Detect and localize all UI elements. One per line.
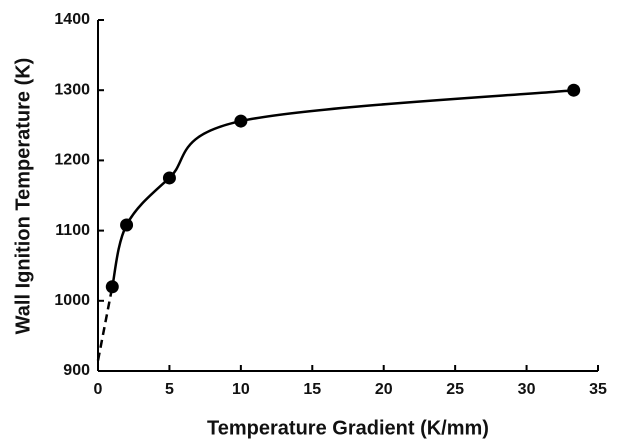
y-axis-label: Wall Ignition Temperature (K) xyxy=(12,58,34,335)
y-tick-label: 1300 xyxy=(54,81,90,98)
x-tick-label: 5 xyxy=(165,381,174,398)
y-tick-label: 900 xyxy=(63,362,90,379)
marker xyxy=(105,280,119,294)
x-tick-label: 25 xyxy=(446,381,464,398)
x-tick-label: 35 xyxy=(589,381,607,398)
x-tick-label: 0 xyxy=(94,381,103,398)
y-tick-label: 1000 xyxy=(54,292,90,309)
x-axis-label: Temperature Gradient (K/mm) xyxy=(207,417,489,439)
y-tick-label: 1400 xyxy=(54,11,90,28)
x-tick-label: 20 xyxy=(375,381,393,398)
marker xyxy=(567,83,581,97)
x-tick-label: 10 xyxy=(232,381,250,398)
y-tick-label: 1100 xyxy=(55,222,90,239)
x-tick-label: 15 xyxy=(303,381,321,398)
marker xyxy=(162,171,176,185)
marker xyxy=(120,218,134,232)
x-tick-label: 30 xyxy=(518,381,536,398)
y-tick-label: 1200 xyxy=(54,152,90,169)
marker xyxy=(234,114,248,128)
